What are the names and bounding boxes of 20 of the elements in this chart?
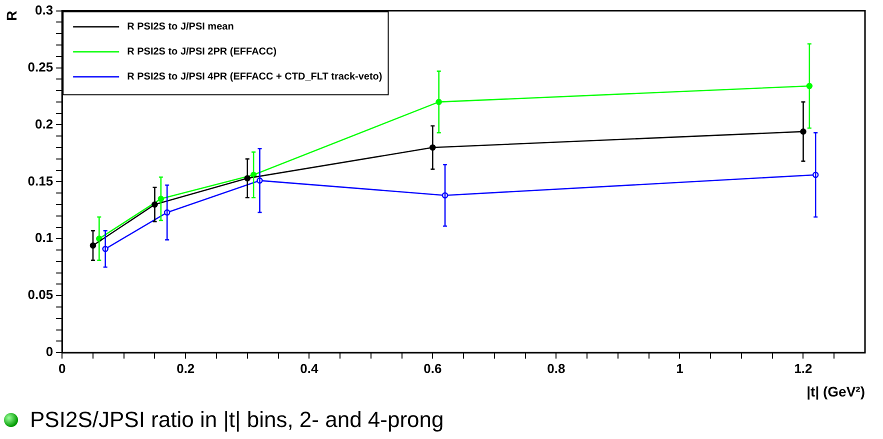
- legend-label: R PSI2S to J/PSI 2PR (EFFACC): [127, 46, 277, 58]
- legend-label: R PSI2S to J/PSI 4PR (EFFACC + CTD_FLT track-veto): [127, 72, 382, 83]
- y-tick-label: 0.15: [28, 173, 54, 188]
- y-tick-label: 0.05: [28, 287, 54, 302]
- y-tick-label: 0.3: [35, 2, 54, 18]
- x-axis-title: |t| (GeV²): [806, 383, 865, 400]
- y-tick-label: 0: [46, 344, 54, 360]
- text: PSI2S/JPSI ratio in |t| bins, 2- and 4-prong: [30, 407, 444, 433]
- x-tick-label: 0.8: [547, 360, 566, 376]
- y-axis-title: R: [3, 10, 20, 21]
- x-tick-label: 0.6: [424, 360, 442, 376]
- legend-label: R PSI2S to J/PSI mean: [127, 22, 234, 33]
- x-tick-label: 1: [676, 360, 684, 376]
- x-tick-label: 1.2: [794, 360, 812, 376]
- x-tick-label: 0.4: [300, 360, 319, 376]
- x-tick-label: 0: [58, 360, 66, 376]
- y-tick-label: 0.1: [35, 230, 54, 246]
- x-tick-label: 0.2: [176, 360, 195, 376]
- y-tick-label: 0.25: [28, 59, 54, 74]
- y-tick-label: 0.2: [35, 116, 54, 132]
